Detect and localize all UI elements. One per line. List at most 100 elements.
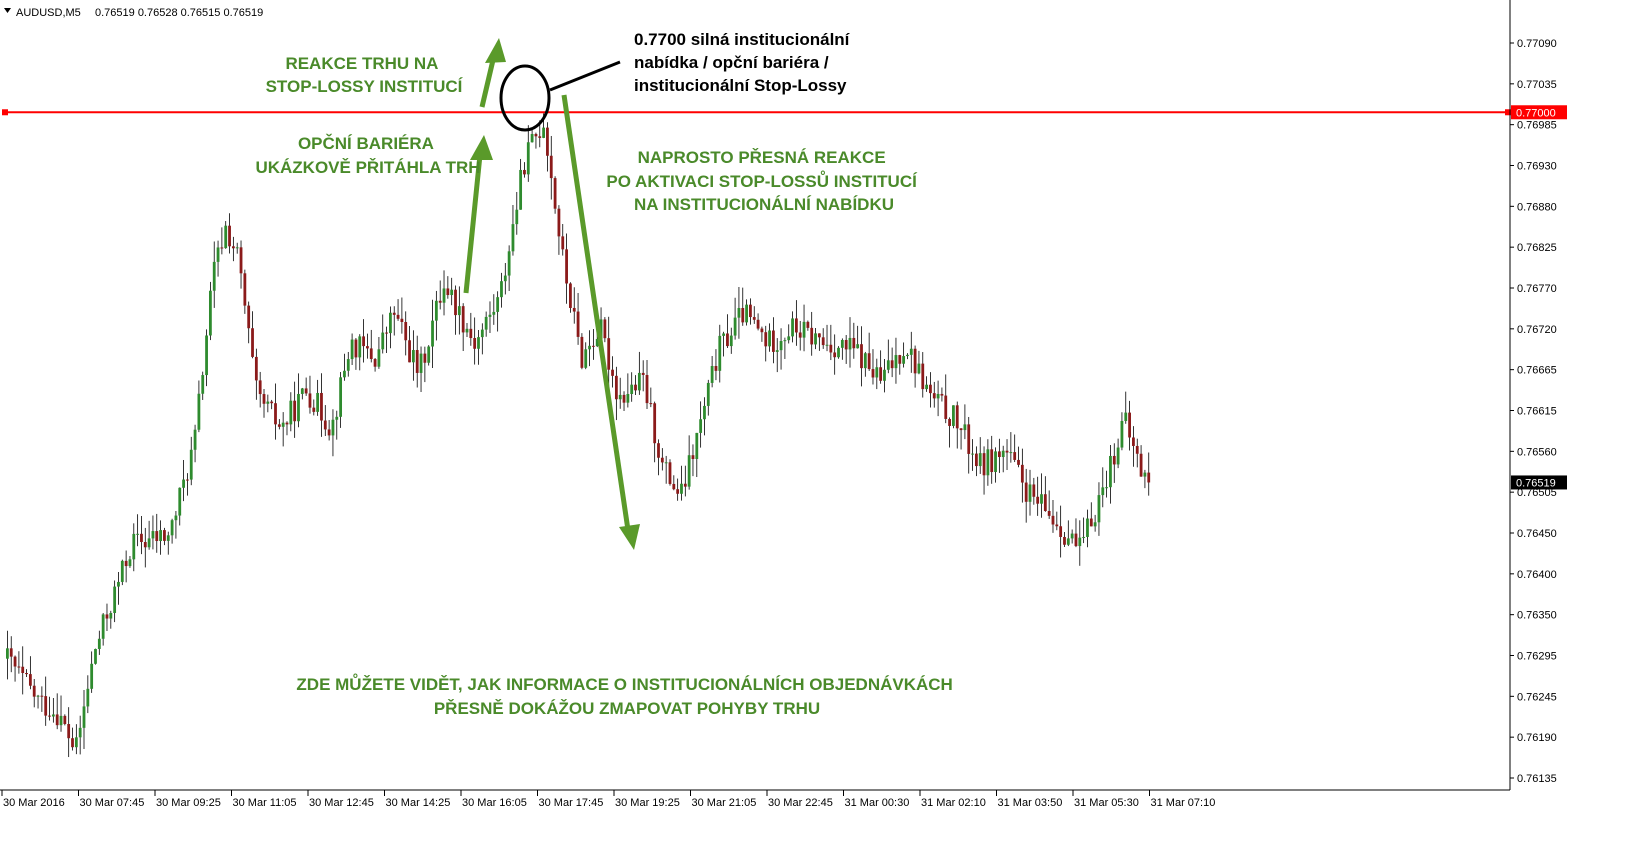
candle-bull	[1070, 533, 1074, 539]
candle-bear	[48, 715, 51, 717]
candle-bear	[576, 311, 580, 337]
candle-bull	[542, 127, 545, 138]
candle-bear	[473, 338, 477, 349]
candle-bear	[810, 327, 814, 345]
candle-bear	[140, 533, 143, 543]
candle-bear	[622, 394, 626, 403]
candle-bear	[155, 531, 159, 542]
candle-bull	[136, 533, 140, 535]
time-axis-label: 30 Mar 07:45	[80, 797, 145, 809]
annotation-line: ZDE MŮŽETE VIDĚT, JAK INFORMACE O INSTIT…	[296, 674, 952, 694]
candle-bear	[327, 429, 331, 436]
candle-bear	[277, 424, 281, 427]
price-axis-label: 0.76985	[1517, 120, 1557, 132]
time-axis-label: 31 Mar 03:50	[998, 797, 1063, 809]
candle-bear	[553, 178, 557, 209]
candle-bull	[480, 329, 484, 338]
level-line-right-handle[interactable]	[1505, 109, 1511, 116]
candle-bull	[745, 304, 748, 323]
candle-bear	[982, 453, 986, 476]
time-axis-label: 30 Mar 12:45	[309, 797, 374, 809]
candle-bear	[1063, 536, 1066, 545]
candle-bear	[852, 337, 856, 349]
candle-bull	[963, 424, 967, 431]
annotation-line: PO AKTIVACI STOP-LOSSŮ INSTITUCÍ	[606, 171, 918, 191]
candle-bull	[511, 224, 515, 252]
candle-bull	[768, 330, 771, 347]
candle-bull	[381, 332, 385, 350]
candle-bull	[59, 715, 63, 726]
price-axis: 0.77090 0.77035 0.76985 0.76930 0.76880 0.768…	[1510, 38, 1557, 785]
candle-bear	[247, 305, 251, 329]
candle-bull	[82, 706, 86, 728]
price-axis-label: 0.76720	[1517, 324, 1557, 336]
time-axis-label: 30 Mar 2016	[3, 797, 65, 809]
level-line-left-handle[interactable]	[2, 109, 8, 116]
candle-bull	[883, 369, 886, 381]
candle-bear	[320, 392, 323, 421]
time-axis-label: 30 Mar 11:05	[233, 797, 297, 809]
candle-bear	[369, 348, 373, 360]
candle-bull	[729, 335, 733, 347]
candle-bear	[1128, 412, 1131, 438]
time-axis-label: 30 Mar 14:25	[386, 797, 451, 809]
candle-bear	[308, 393, 312, 408]
candle-bear	[890, 360, 894, 369]
arrow-up-long-shaft	[479, 59, 496, 108]
time-axis: 30 Mar 2016 30 Mar 07:45 30 Mar 09:25 30 Ma…	[1, 790, 1215, 809]
candle-bull	[488, 314, 492, 317]
candle-bull	[151, 531, 155, 539]
candle-bear	[408, 340, 411, 363]
candle-bull	[814, 333, 817, 345]
candle-bear	[749, 304, 752, 318]
candle-bear	[231, 246, 235, 249]
candle-bear	[1059, 526, 1063, 537]
candle-bull	[1105, 487, 1109, 489]
candle-bear	[21, 666, 25, 674]
candle-bull	[802, 321, 806, 338]
candle-bull	[377, 349, 381, 367]
candle-bull	[848, 337, 852, 350]
annotation-institutional-offer: 0.7700 silná institucionální nabídka / o…	[634, 30, 854, 95]
chart-menu-triangle-icon[interactable]	[4, 8, 11, 13]
candle-bull	[840, 339, 844, 348]
candle-bull	[519, 169, 523, 210]
candle-bear	[124, 560, 128, 567]
candle-bear	[404, 322, 408, 341]
candle-bull	[94, 648, 97, 664]
candle-bear	[794, 318, 798, 333]
candle-bear	[611, 369, 614, 376]
candle-bull	[664, 462, 668, 464]
candle-bull	[695, 432, 699, 459]
candle-bear	[561, 236, 565, 250]
candle-bear	[71, 738, 74, 748]
candle-bear	[251, 328, 254, 357]
candle-bull	[101, 614, 105, 639]
candle-bear	[274, 403, 277, 425]
candle-bull	[170, 520, 174, 536]
candle-bull	[1040, 494, 1043, 504]
candle-bear	[634, 384, 637, 391]
candle-bull	[584, 349, 588, 368]
candle-bear	[691, 455, 695, 459]
candle-bull	[503, 275, 507, 282]
candle-bull	[626, 394, 630, 403]
candle-bear	[354, 339, 358, 358]
chart-ohlc-values: 0.76519 0.76528 0.76515 0.76519	[95, 7, 263, 19]
candle-bull	[588, 345, 591, 350]
candle-bear	[1112, 455, 1116, 465]
candle-bull	[182, 479, 185, 488]
candle-bear	[752, 317, 756, 320]
price-axis-label: 0.76350	[1517, 610, 1557, 622]
candle-bear	[821, 337, 825, 346]
candle-bull	[787, 336, 791, 341]
candle-bear	[228, 225, 231, 247]
candle-bear	[63, 715, 67, 725]
candle-bear	[1013, 452, 1017, 460]
candle-bull	[703, 405, 706, 420]
candle-bull	[132, 533, 136, 560]
candle-bear	[756, 319, 760, 329]
candle-bull	[496, 297, 500, 312]
candle-bear	[929, 384, 932, 394]
